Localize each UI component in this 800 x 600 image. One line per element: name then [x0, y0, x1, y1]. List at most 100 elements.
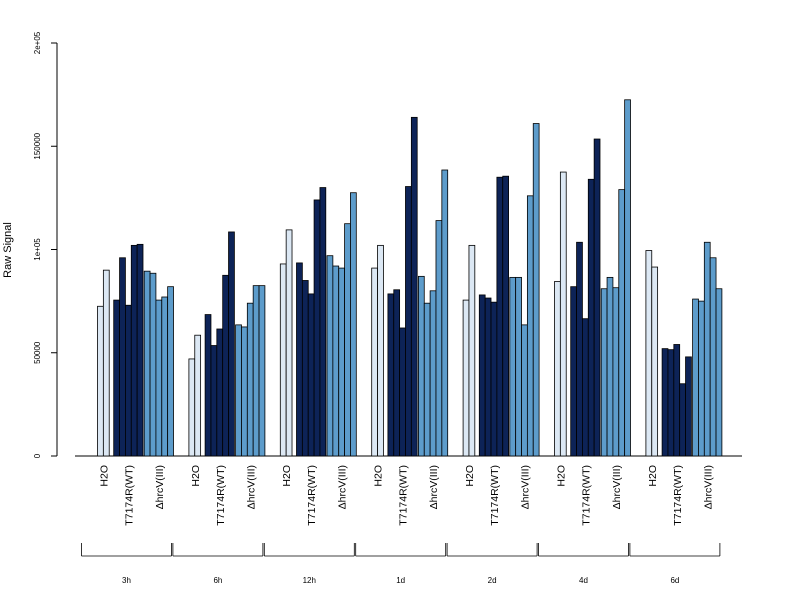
timepoint-label: 2d	[488, 576, 497, 585]
y-tick-label: 150000	[33, 132, 42, 159]
x-group-label: H2O	[190, 465, 202, 487]
bar	[258, 285, 266, 457]
bar	[532, 123, 540, 457]
bar	[161, 296, 169, 457]
bar	[429, 290, 437, 457]
bar	[143, 270, 151, 457]
timepoint-label: 3h	[122, 576, 131, 585]
y-tick-label: 50000	[33, 341, 42, 364]
bar	[496, 176, 504, 457]
x-group-label: ΔhrcV(III)	[154, 465, 166, 509]
y-tick-label: 1e+05	[33, 238, 42, 261]
bar	[344, 223, 351, 457]
bar	[667, 349, 675, 457]
bar	[685, 356, 692, 457]
y-tick-label: 0	[33, 453, 42, 458]
bar	[606, 276, 614, 457]
bar	[612, 287, 620, 457]
x-group-label: T7174R(WT)	[398, 465, 410, 526]
bar	[188, 358, 196, 457]
bar	[587, 178, 595, 457]
bar	[509, 276, 517, 457]
timepoint-label: 6d	[670, 576, 679, 585]
bar	[490, 301, 498, 457]
bar	[709, 257, 717, 457]
bar	[692, 298, 699, 457]
bar	[651, 266, 659, 457]
bar	[582, 318, 589, 457]
bar	[326, 255, 334, 457]
bar	[698, 300, 705, 457]
bar	[593, 138, 601, 457]
bar	[155, 299, 163, 457]
bar	[393, 289, 401, 457]
x-group-label: ΔhrcV(III)	[702, 465, 714, 509]
x-group-label: ΔhrcV(III)	[428, 465, 440, 509]
bar	[167, 286, 174, 457]
bar	[113, 299, 120, 457]
x-group-label: ΔhrcV(III)	[337, 465, 349, 509]
x-group-label: H2O	[98, 465, 110, 487]
bar	[618, 189, 626, 457]
bars-layer	[97, 99, 723, 457]
bar	[559, 171, 567, 457]
bar	[279, 263, 287, 457]
bar	[715, 288, 723, 457]
bar	[332, 265, 340, 457]
bar	[350, 192, 357, 457]
bar	[435, 220, 443, 457]
bar	[102, 269, 110, 457]
bar	[600, 288, 608, 457]
x-group-label: H2O	[281, 465, 293, 487]
timepoint-label: 1d	[396, 576, 405, 585]
x-group-label: T7174R(WT)	[580, 465, 592, 526]
bar	[252, 285, 260, 457]
bar	[554, 281, 561, 457]
bar	[204, 314, 212, 457]
bar	[526, 195, 534, 457]
bar	[417, 275, 425, 457]
bar	[661, 348, 669, 457]
y-tick-label: 2e+05	[33, 31, 42, 54]
timepoint-label: 12h	[303, 576, 316, 585]
bar	[515, 276, 522, 457]
bar	[228, 231, 235, 457]
bar	[576, 241, 583, 457]
bar	[410, 116, 418, 457]
bar	[149, 272, 157, 457]
x-group-label: H2O	[373, 465, 385, 487]
bar	[319, 187, 327, 457]
bar	[136, 243, 144, 457]
x-group-label: T7174R(WT)	[215, 465, 227, 526]
bar	[313, 199, 321, 457]
x-group-label: ΔhrcV(III)	[520, 465, 532, 509]
bar	[468, 244, 476, 457]
bar	[241, 326, 248, 457]
x-group-label: H2O	[647, 465, 659, 487]
bar	[521, 324, 528, 457]
bar	[624, 99, 631, 457]
bar	[387, 293, 395, 457]
bar	[673, 344, 681, 457]
labels-layer: 0 50000 1e+05 150000 2e+05 H2O T7174R(WT) ΔhrcV…	[33, 31, 714, 585]
x-group-label: ΔhrcV(III)	[611, 465, 623, 509]
x-group-label: T7174R(WT)	[489, 465, 501, 526]
bar	[307, 293, 315, 457]
bar	[441, 169, 449, 457]
bar	[377, 244, 384, 457]
bar	[130, 244, 138, 457]
bar	[423, 302, 431, 457]
bar	[405, 186, 412, 457]
bar	[246, 302, 254, 457]
bar	[703, 241, 711, 457]
bar	[97, 305, 104, 457]
bar	[338, 267, 345, 457]
bar	[216, 328, 224, 457]
bar	[194, 334, 202, 457]
bar	[399, 327, 406, 457]
bar	[125, 304, 132, 457]
x-group-label: T7174R(WT)	[672, 465, 684, 526]
x-group-label: H2O	[555, 465, 567, 487]
bar	[462, 299, 470, 457]
bar	[502, 175, 509, 457]
